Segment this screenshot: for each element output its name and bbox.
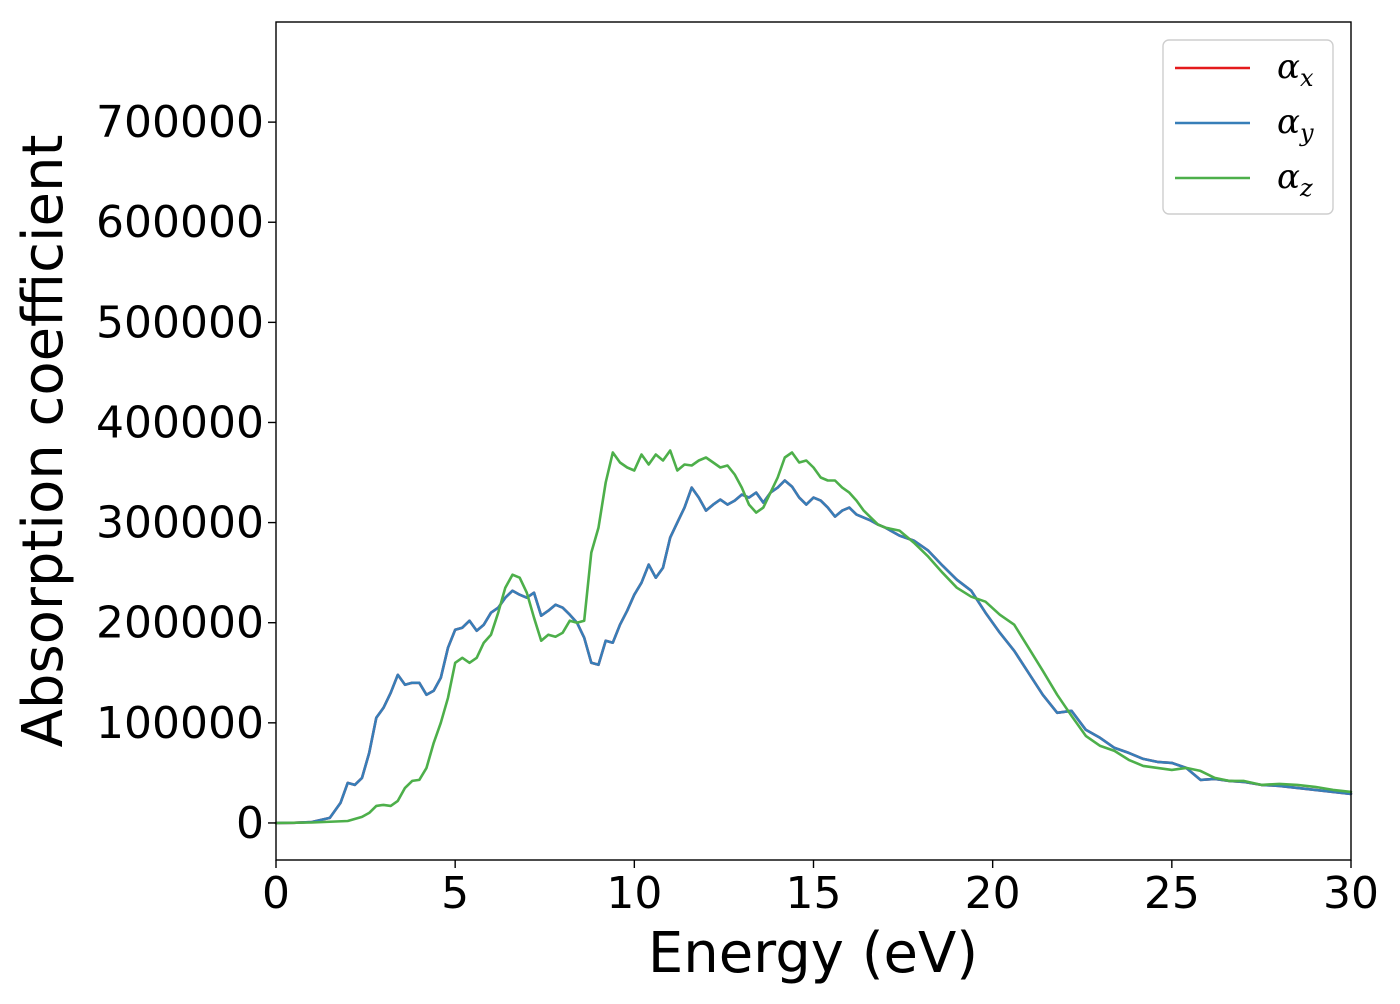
x-tick-label: 30: [1323, 868, 1379, 919]
legend-label: αx: [1277, 47, 1314, 92]
x-tick-label: 15: [786, 868, 842, 919]
legend-entries: αx αy αz: [1175, 47, 1314, 202]
x-tick-label: 0: [262, 868, 290, 919]
ticks-layer: 0 5 10 15 20 25 30 0 100000 200000 300000 400000 500…: [96, 97, 1379, 919]
legend-entry-z: αz: [1175, 157, 1313, 202]
y-tick-label: 200000: [96, 598, 264, 649]
x-tick-label: 5: [441, 868, 469, 919]
legend-entry-x: αx: [1175, 47, 1314, 92]
y-tick-label: 400000: [96, 397, 264, 448]
series-line-3: [274, 449, 1353, 825]
legend-entry-y: αy: [1175, 102, 1314, 147]
y-tick-label: 500000: [96, 297, 264, 348]
y-tick-label: 100000: [96, 698, 264, 749]
legend-frame: [1162, 39, 1334, 215]
x-tick-label: 10: [606, 868, 662, 919]
x-tick-label: 20: [965, 868, 1021, 919]
y-tick-label: 600000: [96, 197, 264, 248]
legend-label: αy: [1277, 102, 1314, 147]
y-tick-label: 700000: [96, 97, 264, 148]
legend-label: αz: [1277, 157, 1313, 202]
y-axis-title: Absorption coefficient: [11, 135, 76, 748]
series-layer: [274, 449, 1353, 825]
y-tick-label: 300000: [96, 498, 264, 549]
x-tick-label: 25: [1144, 868, 1200, 919]
legend: αx αy αz: [1162, 39, 1334, 215]
x-axis-title: Energy (eV): [648, 921, 978, 986]
series-line-2: [274, 479, 1353, 825]
y-tick-label: 0: [236, 798, 264, 849]
